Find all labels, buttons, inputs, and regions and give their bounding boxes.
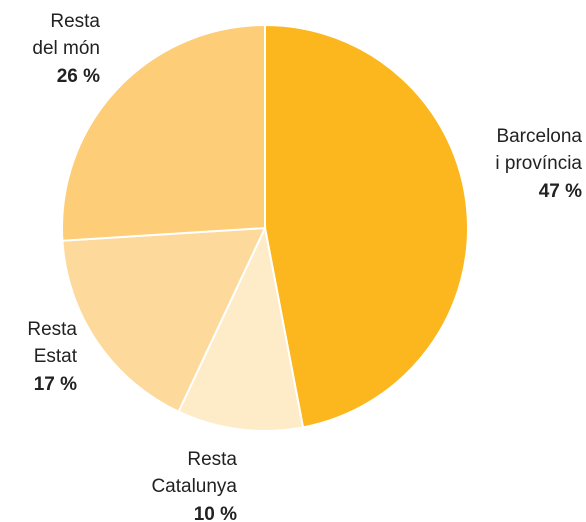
slice-label: Resta <box>187 449 237 470</box>
pie-slice <box>61 226 267 414</box>
slice-label: Resta <box>27 319 77 340</box>
value-label: 26 % <box>57 66 100 87</box>
pie-slice <box>61 23 266 242</box>
slice-label: Barcelona <box>496 126 582 147</box>
slice-label: i província <box>495 153 582 174</box>
slice-label: Catalunya <box>151 476 237 497</box>
pie-slice <box>264 23 469 429</box>
value-label: 17 % <box>34 374 77 395</box>
slice-label: del món <box>32 38 100 59</box>
value-label: 10 % <box>194 504 237 522</box>
slice-label: Resta <box>50 11 100 32</box>
slice-label: Estat <box>34 346 78 367</box>
pie-slice <box>177 224 305 432</box>
value-label: 47 % <box>539 181 582 202</box>
